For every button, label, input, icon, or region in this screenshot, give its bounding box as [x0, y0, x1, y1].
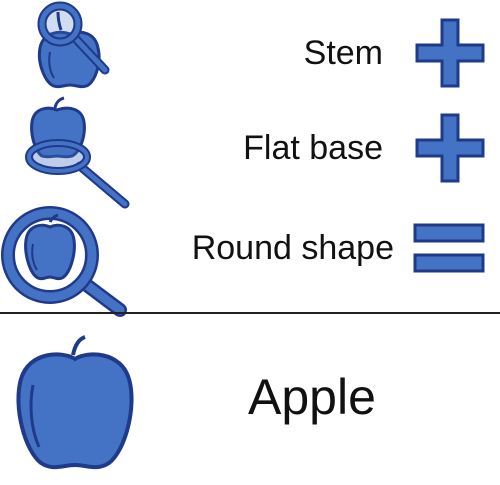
apple-icon — [16, 335, 134, 470]
result-divider — [0, 312, 500, 314]
result-label: Apple — [248, 369, 376, 425]
apple-with-magnifier-on-stem-icon — [37, 1, 110, 89]
feature-label-stem: Stem — [303, 34, 383, 72]
feature-row-round-shape: Round shape — [0, 200, 500, 317]
equals-icon — [413, 223, 485, 273]
feature-row-flat-base: Flat base — [0, 94, 500, 214]
apple-with-magnifier-on-base-icon — [25, 96, 130, 209]
plus-icon — [415, 113, 485, 183]
plus-icon — [415, 18, 485, 88]
feature-label-round-shape: Round shape — [191, 229, 394, 267]
result-row: Apple — [0, 320, 500, 485]
feature-row-stem: Stem — [0, 0, 500, 100]
apple-inside-magnifier-icon — [1, 206, 127, 317]
feature-label-flat-base: Flat base — [243, 129, 383, 167]
